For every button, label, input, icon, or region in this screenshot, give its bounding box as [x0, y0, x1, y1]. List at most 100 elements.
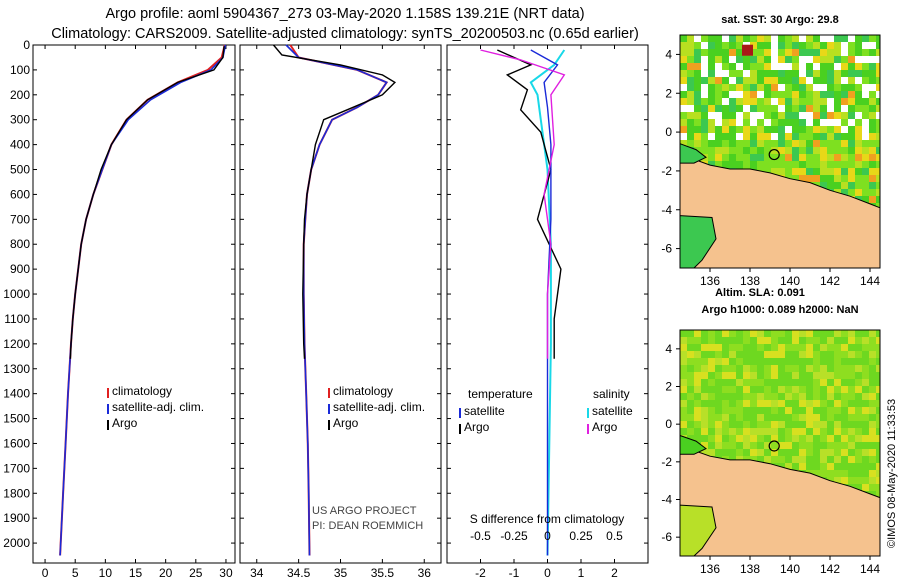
map-cell [869, 182, 876, 189]
map-cell [848, 56, 855, 63]
map-cell [743, 407, 750, 414]
map-cell [778, 168, 785, 175]
map-cell [806, 56, 813, 63]
map-cell [771, 154, 778, 161]
map-cell [729, 442, 736, 449]
map-cell [729, 161, 736, 168]
map-cell [722, 442, 729, 449]
map-cell [876, 442, 880, 449]
map-cell [813, 126, 820, 133]
map-cell [722, 161, 729, 168]
map-cell [750, 421, 757, 428]
map-cell [771, 372, 778, 379]
map-cell [771, 337, 778, 344]
map-cell [785, 49, 792, 56]
map-cell [750, 330, 757, 337]
map-cell [813, 175, 820, 182]
map-cell [701, 112, 708, 119]
legend-label: climatology [333, 384, 393, 398]
map-cell [792, 456, 799, 463]
map-cell [855, 358, 862, 365]
map-cell [827, 84, 834, 91]
map-cell [694, 126, 701, 133]
map-cell [722, 400, 729, 407]
map-cell [862, 49, 869, 56]
map-cell [834, 456, 841, 463]
map-cell [827, 35, 834, 42]
map-cell [757, 63, 764, 70]
map-cell [694, 435, 701, 442]
map-cell [715, 428, 722, 435]
map-cell [820, 372, 827, 379]
map-cell [806, 435, 813, 442]
map-cell [869, 379, 876, 386]
map-cell [729, 393, 736, 400]
difference-panel: -2-1012T difference from climatologytemp… [446, 44, 649, 580]
map-cell [799, 140, 806, 147]
map-cell [820, 147, 827, 154]
map-cell [750, 435, 757, 442]
map-cell [855, 42, 862, 49]
map-cell [813, 98, 820, 105]
map-cell [701, 77, 708, 84]
map-cell [743, 56, 750, 63]
map-cell [785, 330, 792, 337]
temperature-panel: 0100200300400500600700800900100011001200… [3, 38, 236, 580]
map-cell [855, 470, 862, 477]
map-cell [869, 133, 876, 140]
map-cell [750, 84, 757, 91]
map-cell [792, 91, 799, 98]
map-cell [862, 147, 869, 154]
map-cell [813, 449, 820, 456]
map-cell [813, 63, 820, 70]
map-cell [757, 35, 764, 42]
map-cell [869, 63, 876, 70]
map-cell [701, 56, 708, 63]
map-cell [855, 84, 862, 91]
y-tick-label: 2 [665, 380, 672, 394]
map-cell [722, 372, 729, 379]
map-cell [722, 393, 729, 400]
map-cell [792, 435, 799, 442]
y-tick-label: -4 [661, 203, 672, 217]
map-cell [876, 358, 880, 365]
map-cell [701, 351, 708, 358]
map-cell [715, 147, 722, 154]
map-cell [687, 56, 694, 63]
map-cell [876, 196, 880, 203]
map-cell [876, 77, 880, 84]
map-cell [715, 337, 722, 344]
map-cell [855, 351, 862, 358]
map-cell [848, 175, 855, 182]
map-cell [862, 63, 869, 70]
map-cell [848, 400, 855, 407]
map-cell [876, 105, 880, 112]
map-cell [799, 56, 806, 63]
plot-frame [32, 44, 236, 564]
map-cell [736, 126, 743, 133]
map-cell [855, 400, 862, 407]
map-cell [820, 35, 827, 42]
map-cell [869, 470, 876, 477]
map-cell [848, 147, 855, 154]
map-cell [778, 84, 785, 91]
map-cell [736, 393, 743, 400]
map-cell [855, 182, 862, 189]
map-cell [855, 154, 862, 161]
map-cell [680, 365, 687, 372]
map-cell [876, 70, 880, 77]
map-cell [806, 84, 813, 91]
profile-marker [768, 440, 780, 452]
map-cell [743, 337, 750, 344]
map-cell [799, 154, 806, 161]
map-cell [834, 140, 841, 147]
map-cell [694, 407, 701, 414]
map-cell [764, 372, 771, 379]
map-cell [827, 372, 834, 379]
map-cell [778, 386, 785, 393]
map-cell [876, 49, 880, 56]
map-cell [785, 168, 792, 175]
sst-map-panel: -6 -4 -2 0 2 4 136 138 140 142 144 sat. SST: 30 Arg… [661, 14, 881, 288]
map-cell [771, 358, 778, 365]
